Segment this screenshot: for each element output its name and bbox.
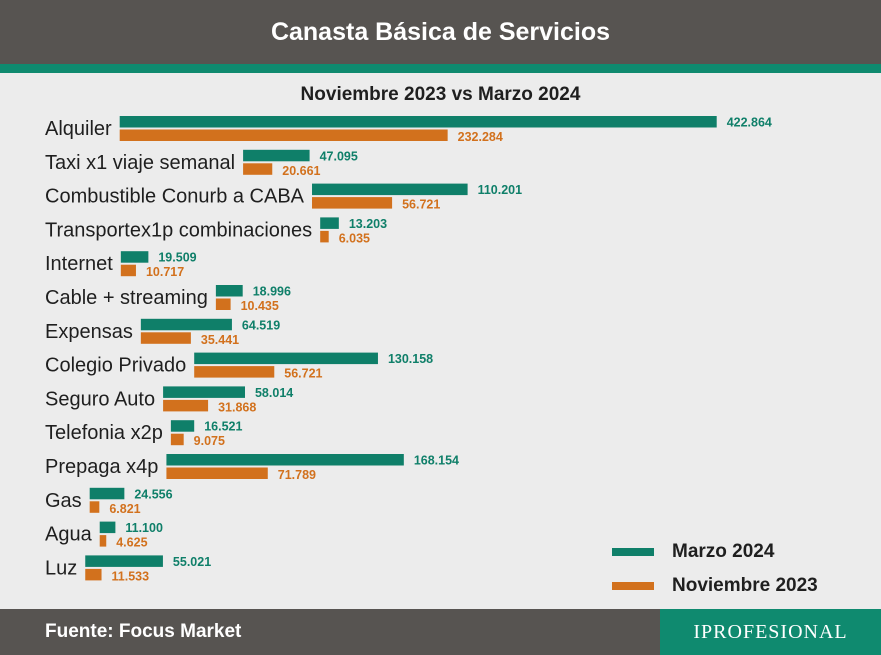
data-label-noviembre-2023: 6.821: [109, 502, 140, 516]
category-label: Seguro Auto: [45, 388, 155, 410]
bar-marzo-2024: [163, 386, 245, 398]
data-label-noviembre-2023: 20.661: [282, 164, 320, 178]
bar-marzo-2024: [243, 149, 310, 162]
bar-marzo-2024: [120, 251, 149, 263]
bar-chart: Alquiler 422.864 232.284 Taxi x1 viaje sema…: [45, 116, 772, 584]
data-label-marzo-2024: 64.519: [242, 318, 280, 332]
category-label: Transportex1p combinaciones: [45, 219, 312, 241]
legend-swatch-marzo: [612, 548, 654, 556]
bar-marzo-2024: [215, 285, 243, 297]
brand-logo-text: IPROFESIONAL: [693, 620, 848, 643]
bar-marzo-2024: [194, 352, 378, 365]
data-label-marzo-2024: 24.556: [134, 487, 172, 501]
bar-noviembre-2023: [194, 366, 275, 378]
data-label-noviembre-2023: 31.868: [218, 400, 256, 414]
legend-swatch-noviembre: [612, 582, 654, 590]
bar-noviembre-2023: [166, 467, 268, 479]
data-label-marzo-2024: 47.095: [320, 149, 358, 163]
bar-noviembre-2023: [163, 399, 209, 412]
bar-marzo-2024: [140, 318, 232, 331]
data-label-marzo-2024: 13.203: [349, 217, 387, 231]
category-label: Telefonia x2p: [45, 422, 163, 444]
data-label-marzo-2024: 168.154: [414, 454, 459, 468]
chart-subtitle: Noviembre 2023 vs Marzo 2024: [300, 84, 581, 105]
data-label-marzo-2024: 55.021: [173, 555, 211, 569]
data-label-marzo-2024: 16.521: [204, 420, 242, 434]
category-label: Cable + streaming: [45, 287, 208, 309]
category-label: Internet: [45, 253, 113, 275]
chart-header: Canasta Básica de Servicios: [0, 0, 881, 64]
legend-item-noviembre: Noviembre 2023: [612, 569, 818, 603]
category-label: Taxi x1 viaje semanal: [45, 152, 235, 174]
category-label: Agua: [45, 524, 93, 546]
bar-marzo-2024: [312, 183, 468, 196]
bar-marzo-2024: [89, 487, 125, 500]
data-label-marzo-2024: 130.158: [388, 352, 433, 366]
brand-logo: IPROFESIONAL: [660, 609, 881, 655]
data-label-noviembre-2023: 11.533: [112, 569, 150, 583]
data-label-noviembre-2023: 35.441: [201, 333, 239, 347]
bar-marzo-2024: [99, 521, 116, 534]
category-label: Luz: [45, 557, 77, 579]
data-label-marzo-2024: 110.201: [478, 183, 523, 197]
category-label: Alquiler: [45, 118, 112, 140]
data-label-noviembre-2023: 9.075: [194, 434, 225, 448]
data-label-marzo-2024: 11.100: [125, 521, 163, 535]
bar-noviembre-2023: [320, 230, 329, 243]
category-label: Prepaga x4p: [45, 456, 158, 478]
bar-noviembre-2023: [170, 433, 184, 446]
bar-noviembre-2023: [243, 163, 273, 175]
category-label: Combustible Conurb a CABA: [45, 186, 305, 208]
bar-noviembre-2023: [89, 501, 100, 513]
bar-noviembre-2023: [140, 332, 191, 344]
bar-noviembre-2023: [215, 298, 231, 310]
header-stripe: [0, 64, 881, 73]
legend-label-marzo: Marzo 2024: [672, 541, 775, 562]
chart-title: Canasta Básica de Servicios: [270, 17, 611, 46]
category-label: Expensas: [45, 321, 133, 343]
data-label-marzo-2024: 18.996: [253, 285, 291, 299]
bar-noviembre-2023: [85, 568, 102, 581]
data-label-noviembre-2023: 4.625: [116, 536, 147, 550]
bar-noviembre-2023: [99, 535, 107, 547]
data-label-noviembre-2023: 10.717: [146, 265, 184, 279]
data-label-marzo-2024: 58.014: [255, 386, 293, 400]
data-label-noviembre-2023: 56.721: [284, 367, 322, 381]
source-note: Fuente: Focus Market: [45, 621, 242, 642]
legend: Marzo 2024 Noviembre 2023: [612, 535, 818, 603]
data-label-marzo-2024: 19.509: [158, 251, 196, 265]
bar-marzo-2024: [166, 454, 404, 466]
bar-noviembre-2023: [120, 264, 136, 277]
data-label-noviembre-2023: 6.035: [339, 231, 370, 245]
bar-marzo-2024: [170, 420, 195, 432]
bar-marzo-2024: [119, 116, 717, 128]
data-label-noviembre-2023: 232.284: [458, 130, 503, 144]
data-label-noviembre-2023: 56.721: [402, 198, 440, 212]
category-label: Colegio Privado: [45, 355, 186, 377]
data-label-marzo-2024: 422.864: [727, 116, 772, 130]
bar-noviembre-2023: [119, 129, 448, 141]
legend-label-noviembre: Noviembre 2023: [672, 575, 818, 596]
bar-noviembre-2023: [312, 197, 393, 209]
data-label-noviembre-2023: 71.789: [278, 468, 316, 482]
category-label: Gas: [45, 490, 82, 512]
data-label-noviembre-2023: 10.435: [241, 299, 279, 313]
bar-marzo-2024: [320, 217, 339, 229]
legend-item-marzo: Marzo 2024: [612, 535, 818, 569]
footer: Fuente: Focus Market IPROFESIONAL: [0, 609, 881, 655]
bar-marzo-2024: [85, 555, 163, 567]
